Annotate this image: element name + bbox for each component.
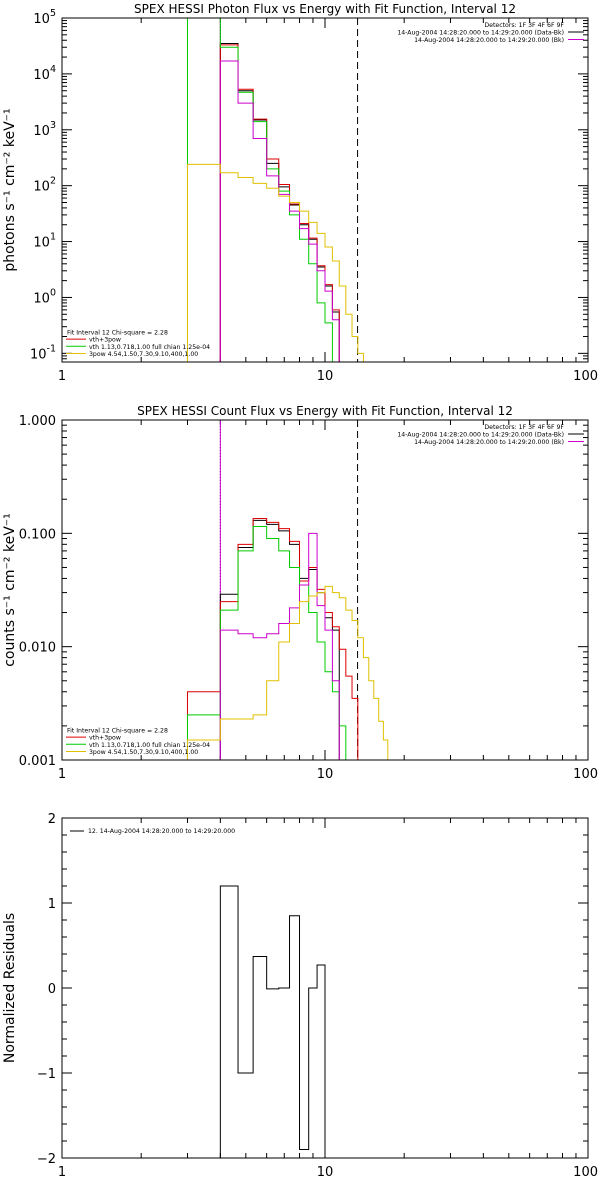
series-2-step-line [186,18,340,362]
y-tick-label: 101 [33,232,56,251]
legend-entry: Detectors: 1F 3F 4F 6F 9F [484,22,564,29]
x-tick-label: 10 [317,369,334,384]
y-tick-exponent: 1 [50,232,56,243]
y-tick-exponent: 2 [50,176,56,187]
y-tick-label: 0.010 [19,641,56,656]
chart-title: SPEX HESSI Photon Flux vs Energy with Fi… [134,2,516,16]
y-axis-label: counts s⁻¹ cm⁻² keV⁻¹ [2,513,18,667]
series-1-step-line [186,518,359,760]
y-tick-base: 10 [33,291,50,306]
x-axis: 1 10 100 [58,420,598,782]
x-tick-label: 100 [573,767,598,782]
y-tick-label: 105 [33,8,56,27]
photon-flux-panel: SPEX HESSI Photon Flux vs Energy with Fi… [2,2,598,384]
legend-entry: 14-Aug-2004 14:28:20.000 to 14:29:20.000… [397,30,564,37]
legend-entry: vth+3pow [89,337,121,344]
y-axis: 0.001 0.010 0.100 1.000 [19,414,588,769]
y-tick-label: 2 [48,812,56,827]
series-group [219,885,326,1158]
x-axis: 1 10 100 [58,818,598,1180]
series-group [186,18,370,362]
legend-entry: vth 1.13,0.718,1.00 full chian 1.25e-04 [89,344,210,351]
y-tick-label: 0.100 [19,527,56,542]
legend-entry: 3pow 4.54,1.50,7.30,9.10,400,1.00 [89,749,198,756]
chart-title: SPEX HESSI Count Flux vs Energy with Fit… [137,404,513,418]
y-tick-base: 10 [33,124,50,139]
y-tick-label: 1.000 [19,414,56,429]
legend-entry: 3pow 4.54,1.50,7.30,9.10,400,1.00 [89,351,198,358]
y-axis: −2 −1 0 1 2 [37,812,588,1167]
reference-lines [219,420,359,760]
legend-entry: 14-Aug-2004 14:28:20.000 to 14:29:20.000… [397,432,564,439]
plot-frame [61,419,589,761]
legend-top: 12. 14-Aug-2004 14:28:20.000 to 14:29:20… [70,828,235,835]
series-1-step-line [219,44,340,362]
y-tick-exponent: 4 [50,64,56,75]
legend-entry: 14-Aug-2004 14:28:20.000 to 14:29:20.000… [414,439,564,446]
y-tick-label: 1 [48,897,56,912]
series-3-step-line [219,60,340,362]
x-tick-label: 10 [317,1165,334,1180]
legend-entry: vth 1.13,0.718,1.00 full chian 1.25e-04 [89,742,210,749]
y-tick-label: 104 [33,64,56,83]
y-tick-label: 0 [48,982,56,997]
legend-entry: 14-Aug-2004 14:28:20.000 to 14:29:20.000… [414,37,564,44]
y-tick-base: 10 [30,347,47,362]
series-0-step-line [219,42,340,362]
y-tick-label: 100 [33,287,56,306]
series-group [186,518,393,760]
y-tick-exponent: 0 [50,287,56,298]
y-tick-exponent: 3 [50,120,56,131]
x-tick-label: 100 [573,369,598,384]
y-tick-base: 10 [33,68,50,83]
y-tick-label: 0.001 [19,754,56,769]
y-axis-label: Normalized Residuals [2,913,18,1063]
legend-bottom: Fit Interval 12 Chi-square = 2.28vth+3po… [66,329,210,358]
y-tick-label: 102 [33,176,56,195]
y-tick-exponent: -1 [47,343,56,354]
x-tick-label: 1 [58,767,66,782]
series-4-step-line [186,585,393,760]
y-axis-label: photons s⁻¹ cm⁻² keV⁻¹ [2,108,18,271]
series-3-step-line [219,532,340,760]
y-tick-label: −1 [37,1067,56,1082]
legend-entry: vth+3pow [89,735,121,742]
legend-entry: Detectors: 1F 3F 4F 6F 9F [484,424,564,431]
plot-frame [61,17,589,363]
y-tick-base: 10 [33,180,50,195]
legend-entry: Fit Interval 12 Chi-square = 2.28 [67,727,168,734]
legend-entry: Fit Interval 12 Chi-square = 2.28 [67,329,168,336]
y-tick-label: −2 [37,1152,56,1167]
x-tick-label: 10 [317,767,334,782]
plot-frame [61,817,589,1159]
legend-entry: 12. 14-Aug-2004 14:28:20.000 to 14:29:20… [88,828,235,835]
y-tick-label: 103 [33,120,56,139]
x-tick-label: 1 [58,369,66,384]
y-tick-base: 10 [33,12,50,27]
series-4-step-line [186,163,370,362]
y-tick-label: 10-1 [30,343,56,362]
series-0-step-line [219,885,326,1158]
reference-lines [219,18,359,362]
y-tick-exponent: 5 [50,8,56,19]
legend-bottom: Fit Interval 12 Chi-square = 2.28vth+3po… [66,727,210,756]
x-tick-label: 100 [573,1165,598,1180]
count-flux-panel: SPEX HESSI Count Flux vs Energy with Fit… [2,404,598,782]
y-tick-base: 10 [33,236,50,251]
series-0-step-line [219,519,340,760]
x-tick-label: 1 [58,1165,66,1180]
residuals-panel: 1 10 100 −2 −1 0 1 2 Normalized Residuals 12. 14-… [2,812,598,1180]
